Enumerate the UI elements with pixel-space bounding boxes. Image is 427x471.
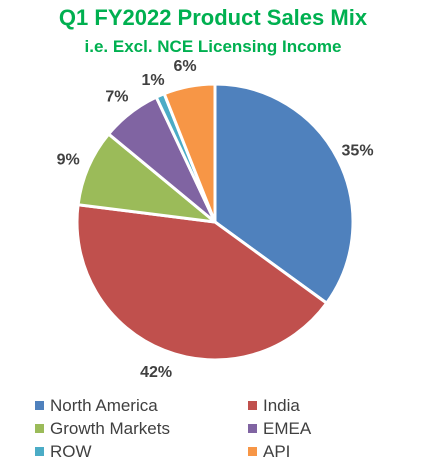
legend-swatch-emea bbox=[248, 424, 257, 433]
pie-slice-north-america bbox=[213, 82, 355, 306]
chart-title: Q1 FY2022 Product Sales Mix bbox=[59, 5, 368, 30]
data-label-growth-markets: 9% bbox=[57, 151, 80, 168]
legend-label-north-america: North America bbox=[50, 396, 158, 415]
legend: North America India Growth Markets EMEA ROW A… bbox=[35, 396, 312, 461]
data-label-api: 6% bbox=[173, 58, 196, 75]
legend-label-india: India bbox=[263, 396, 300, 415]
legend-swatch-api bbox=[248, 447, 257, 456]
legend-label-growth-markets: Growth Markets bbox=[50, 419, 170, 438]
chart-subtitle: i.e. Excl. NCE Licensing Income bbox=[85, 37, 342, 56]
legend-label-emea: EMEA bbox=[263, 419, 312, 438]
legend-swatch-india bbox=[248, 401, 257, 410]
data-label-row: 1% bbox=[141, 72, 164, 89]
pie-slice-india bbox=[75, 203, 329, 362]
legend-label-row: ROW bbox=[50, 442, 92, 461]
legend-label-api: API bbox=[263, 442, 290, 461]
pie-slice-api bbox=[162, 82, 217, 223]
data-label-emea: 7% bbox=[105, 89, 128, 106]
legend-swatch-row bbox=[35, 447, 44, 456]
legend-swatch-growth-markets bbox=[35, 424, 44, 433]
legend-swatch-north-america bbox=[35, 401, 44, 410]
data-label-north-america: 35% bbox=[342, 142, 374, 159]
data-label-india: 42% bbox=[140, 364, 172, 381]
pie-slices bbox=[75, 82, 355, 362]
data-labels: 35% 42% 9% 7% 1% 6% bbox=[57, 58, 374, 381]
